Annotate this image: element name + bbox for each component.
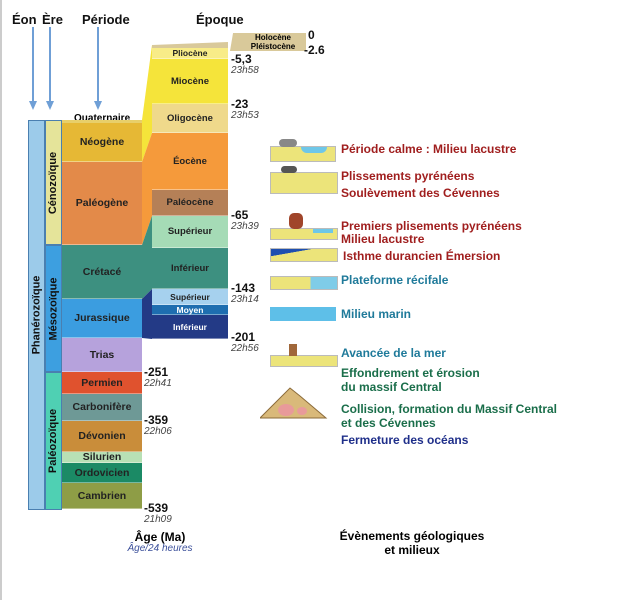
epoch-block: Pliocène	[152, 48, 228, 59]
age-value: -5,3	[231, 52, 252, 66]
connector-cretaceous	[142, 216, 152, 299]
epoch-block: Éocène	[152, 133, 228, 190]
age24-axis-label: Âge/24 heures	[127, 543, 193, 554]
event-text: Soulèvement des Cévennes	[341, 186, 500, 200]
eon-phanerozoic: Phanérozoïque	[28, 120, 45, 510]
header-period: Période	[82, 12, 130, 27]
epoch-block: Supérieur	[152, 289, 228, 305]
connector-quaternary	[152, 42, 228, 48]
lake-icon	[270, 139, 336, 162]
era-label: Mésozoïque	[47, 277, 60, 340]
quaternary-epochs-box: Holocène Pléistocène	[230, 33, 306, 51]
event-text: Milieu marin	[341, 307, 412, 321]
period-block: Dévonien	[62, 421, 142, 452]
event-text: Plissements pyrénéens	[341, 169, 475, 183]
age-value: -359	[144, 413, 169, 427]
period-quaternary	[62, 120, 142, 123]
event-text: Premiers plisements pyrénéens	[341, 219, 522, 233]
sea-advance-icon	[270, 344, 338, 367]
event-text: du massif Central	[341, 380, 442, 394]
age-value: -251	[144, 365, 169, 379]
era-label: Cénozoïque	[47, 151, 60, 214]
epoch-block: Paléocène	[152, 190, 228, 216]
era-label: Paléozoïque	[47, 408, 60, 474]
folding-icon	[270, 166, 338, 194]
quaternary-label: Quaternaire	[74, 113, 131, 124]
period-block: Cambrien	[62, 483, 142, 509]
epoch-block: Inférieur	[152, 248, 228, 289]
event-text: Plateforme récifale	[341, 273, 449, 287]
header-epoch: Époque	[196, 12, 244, 27]
age-value: -143	[231, 281, 256, 295]
age-axis-label: Âge (Ma)	[134, 530, 186, 544]
period-block: Jurassique	[62, 299, 142, 338]
connector-paleogene	[142, 133, 152, 245]
age-24h-time: 23h14	[231, 294, 259, 305]
connector-neogene	[142, 45, 152, 162]
reef-platform-icon	[270, 276, 338, 290]
age-24h-time: 23h53	[231, 110, 259, 121]
marine-icon	[270, 307, 336, 321]
period-block: Silurien	[62, 451, 142, 463]
pleistocene-label: Pléistocène	[250, 42, 296, 51]
era-1: Mésozoïque	[45, 245, 62, 372]
period-block: Trias	[62, 338, 142, 372]
epoch-block: Moyen	[152, 305, 228, 315]
epoch-block: Supérieur	[152, 216, 228, 248]
header-era: Ère	[42, 12, 63, 27]
age-value: -65	[231, 208, 249, 222]
holocene-label: Holocène	[254, 33, 291, 42]
period-block: Permien	[62, 372, 142, 394]
age-value: -2.6	[304, 43, 325, 57]
era-0: Cénozoïque	[45, 120, 62, 245]
age-value: -23	[231, 97, 249, 111]
event-text: Avancée de la mer	[341, 346, 446, 360]
age-24h-time: 22h06	[144, 426, 172, 437]
event-text: Collision, formation du Massif Central	[341, 402, 558, 416]
dinosaur-lake-icon	[270, 213, 338, 240]
event-text: Période calme : Milieu lacustre	[341, 142, 517, 156]
epoch-block: Miocène	[152, 59, 228, 104]
connector-jurassic	[142, 289, 152, 339]
period-block: Paléogène	[62, 162, 142, 245]
events-title: Évènements géologiques et milieux	[322, 529, 502, 557]
period-block: Crétacé	[62, 245, 142, 299]
event-text: Isthme durancien Émersion	[343, 249, 501, 263]
age-value: 0	[308, 28, 315, 42]
eon-label: Phanérozoïque	[30, 275, 43, 355]
header-eon: Éon	[12, 12, 37, 27]
events-title-line1: Évènements géologiques	[339, 529, 485, 543]
isthmus-icon	[270, 248, 338, 262]
age-24h-time: 22h41	[144, 378, 172, 389]
epoch-block: Inférieur	[152, 315, 228, 339]
event-text: Fermeture des océans	[341, 433, 469, 447]
mountain-range-icon	[260, 387, 328, 419]
age-24h-time: 23h58	[231, 65, 259, 76]
event-text: Milieu lacustre	[341, 232, 425, 246]
event-text: et des Cévennes	[341, 416, 436, 430]
period-block: Néogène	[62, 123, 142, 162]
age-value: -539	[144, 501, 169, 515]
age-24h-time: 23h39	[231, 221, 259, 232]
age-value: -201	[231, 330, 256, 344]
period-block: Ordovicien	[62, 463, 142, 483]
events-title-line2: et milieux	[384, 543, 440, 557]
age-24h-time: 21h09	[144, 514, 172, 525]
event-text: Effondrement et érosion	[341, 366, 480, 380]
epoch-block: Oligocène	[152, 104, 228, 133]
era-2: Paléozoïque	[45, 372, 62, 510]
period-block: Carbonifère	[62, 394, 142, 421]
age-24h-time: 22h56	[231, 343, 259, 354]
